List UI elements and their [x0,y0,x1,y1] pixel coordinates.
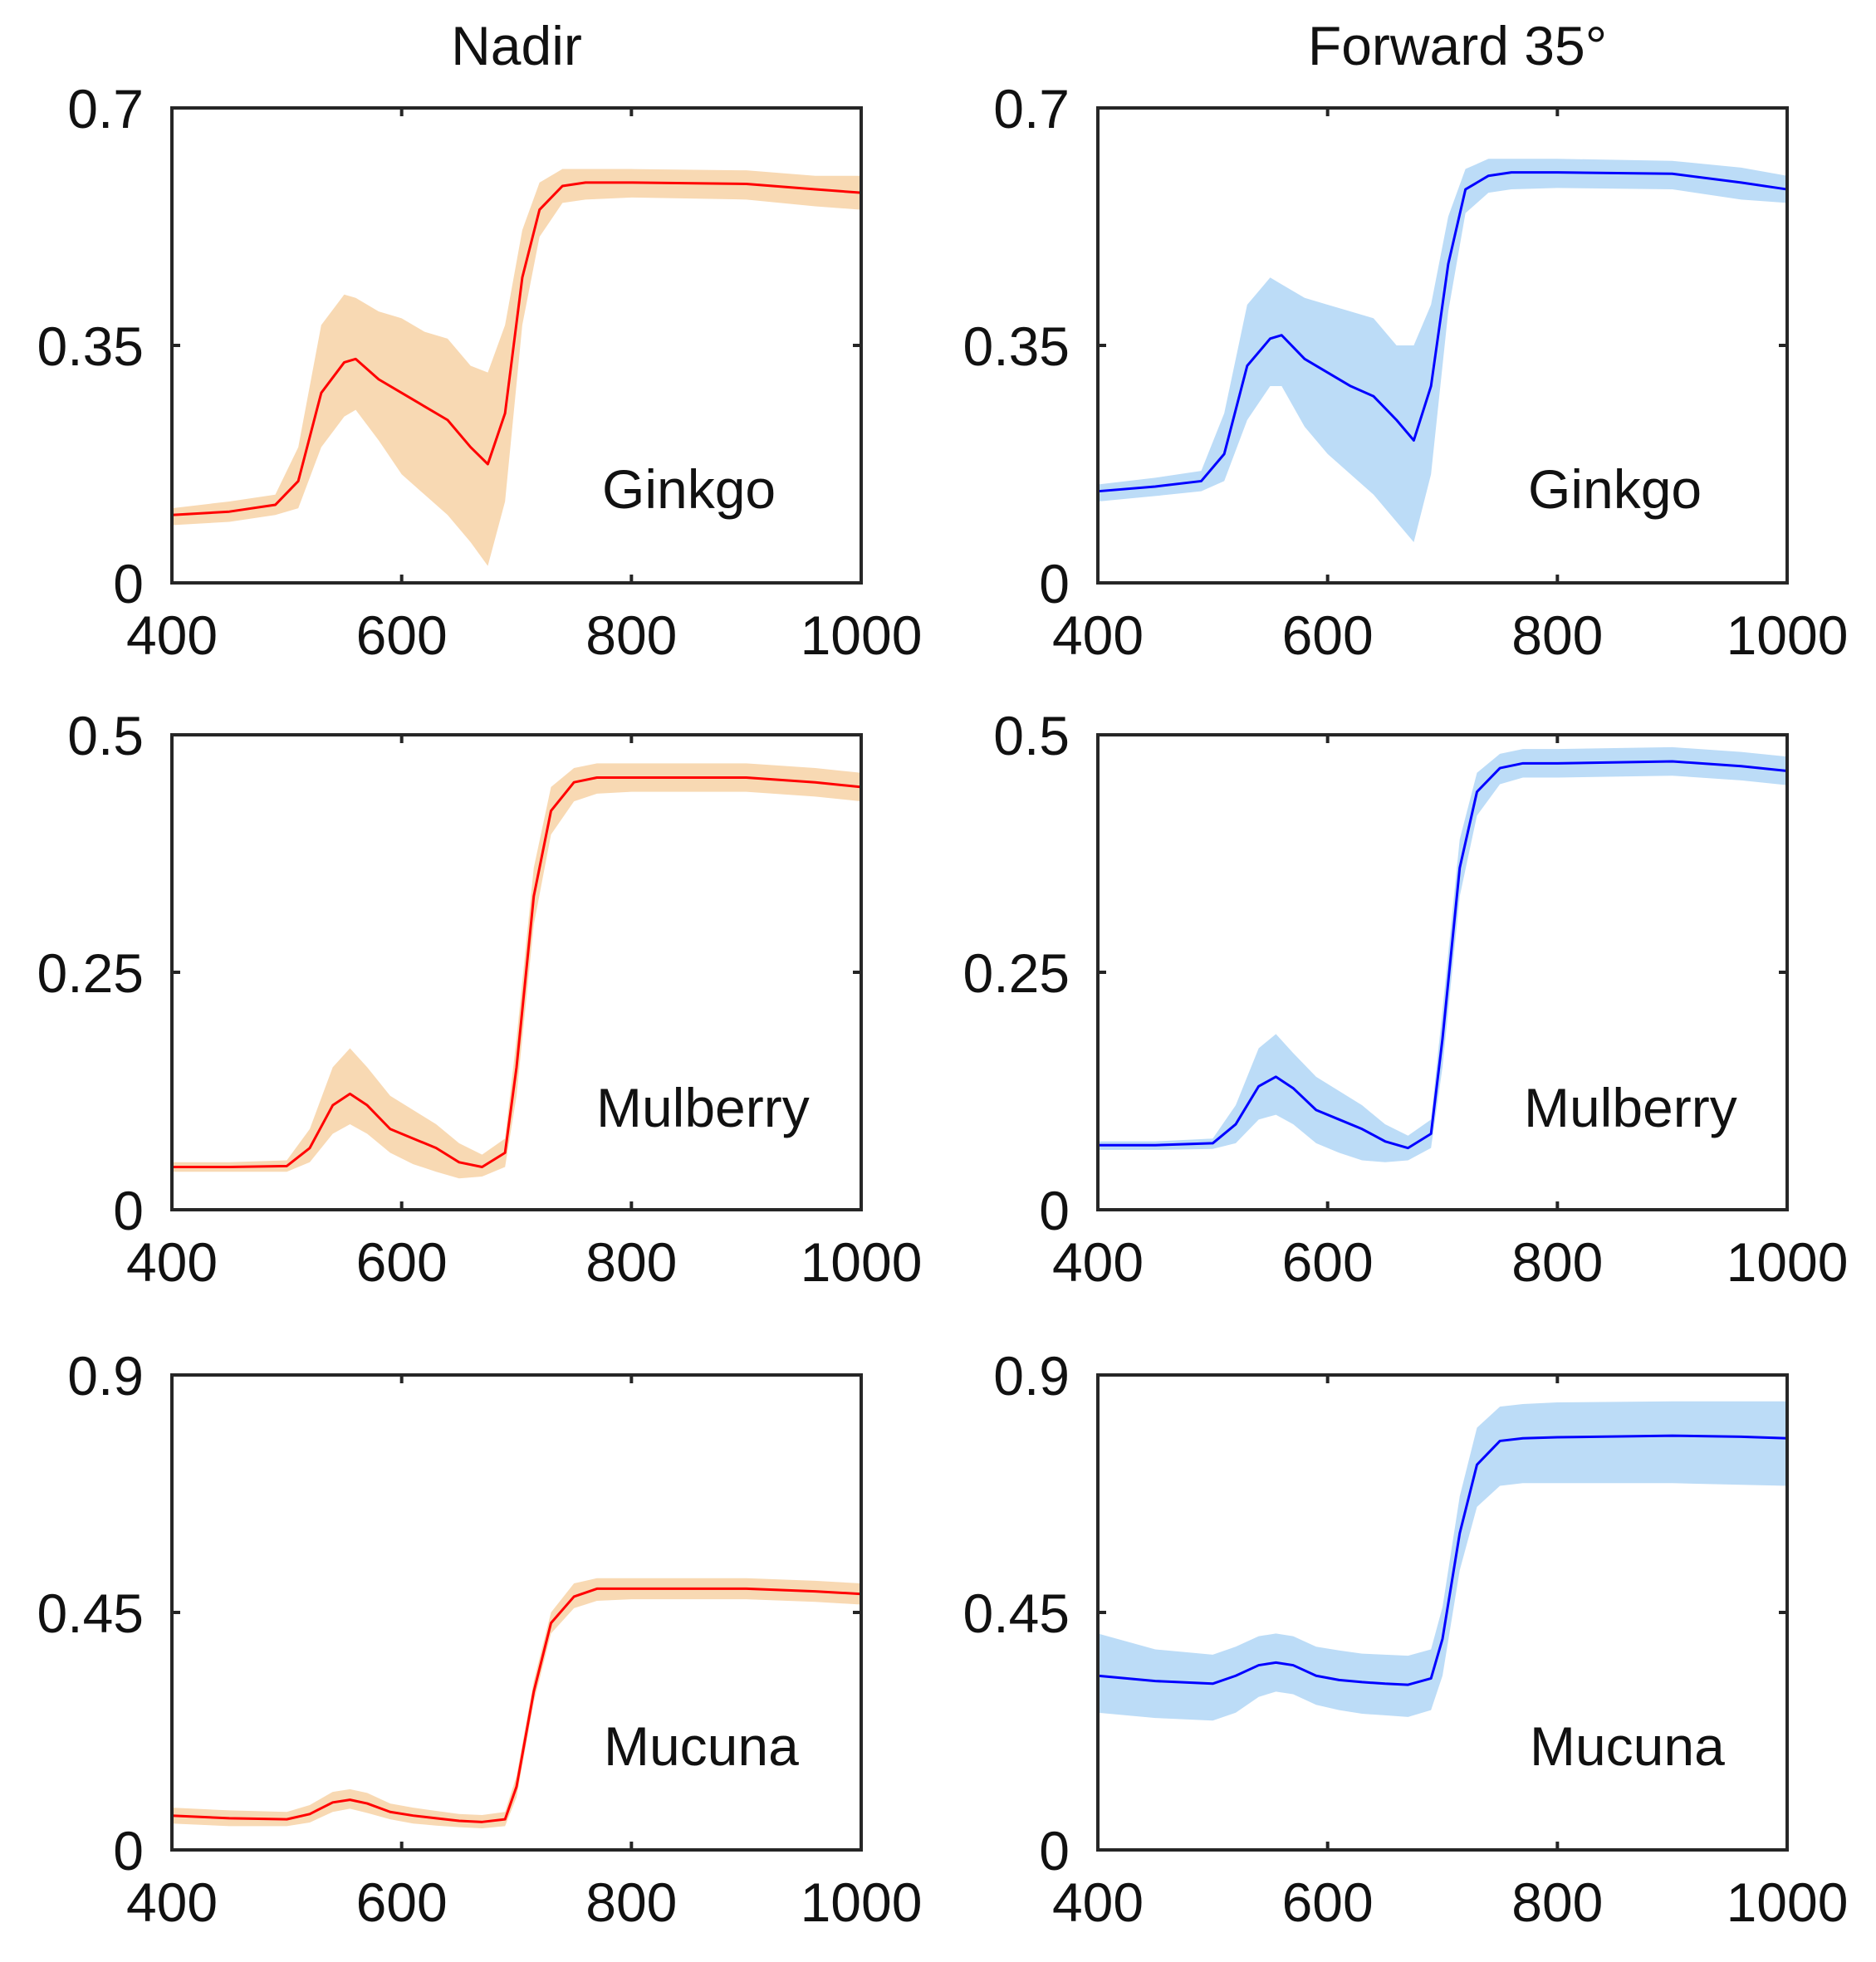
x-tick-label: 600 [356,1871,448,1933]
y-tick-label: 0 [1039,553,1070,614]
x-tick-label: 400 [126,1871,218,1933]
x-tick-label: 400 [126,1231,218,1293]
x-tick-label: 1000 [1727,1231,1849,1293]
y-tick-label: 0 [113,553,144,614]
y-tick-label: 0 [113,1180,144,1241]
x-tick-label: 600 [1282,1871,1374,1933]
x-tick-label: 1000 [801,1231,923,1293]
species-label: Mucuna [1530,1715,1725,1777]
y-tick-label: 0.35 [37,316,144,377]
column-title-nadir: Nadir [451,15,582,76]
y-tick-label: 0.9 [67,1345,144,1407]
y-tick-label: 0.7 [67,78,144,139]
x-tick-label: 600 [356,604,448,666]
x-tick-label: 800 [585,604,677,666]
x-tick-label: 600 [1282,604,1374,666]
x-tick-label: 400 [126,604,218,666]
species-label: Ginkgo [602,458,776,520]
panel-nadir-ginkgo: 400 600 800 1000 0 0.35 0.7 Ginkgo [37,78,923,666]
y-tick-label: 0 [1039,1180,1070,1241]
x-tick-label: 1000 [1727,604,1849,666]
panel-forward-mucuna: 400 600 800 1000 0 0.45 0.9 Mucuna [963,1345,1849,1933]
x-tick-label: 1000 [801,604,923,666]
std-band [1098,746,1787,1162]
mean-line [1098,760,1788,1150]
x-tick-label: 400 [1052,1231,1144,1293]
std-band [172,169,861,566]
y-tick-label: 0.9 [993,1345,1070,1407]
x-tick-label: 800 [1511,1231,1603,1293]
y-tick-label: 0.7 [993,78,1070,139]
species-label: Mucuna [604,1715,799,1777]
x-tick-label: 1000 [1727,1871,1849,1933]
y-tick-label: 0.45 [37,1583,144,1644]
y-tick-label: 0.25 [963,942,1070,1004]
std-band [172,1578,861,1828]
species-label: Mulberry [1524,1077,1737,1138]
std-band [172,763,861,1179]
x-tick-label: 800 [1511,604,1603,666]
x-tick-label: 400 [1052,604,1144,666]
y-tick-label: 0.5 [993,705,1070,766]
panel-forward-mulberry: 400 600 800 1000 0 0.25 0.5 Mulberry [963,705,1849,1293]
x-tick-label: 400 [1052,1871,1144,1933]
y-tick-label: 0 [1039,1820,1070,1881]
x-tick-label: 800 [585,1871,677,1933]
species-label: Ginkgo [1528,458,1702,520]
std-band [1098,159,1787,542]
y-tick-label: 0.5 [67,705,144,766]
panel-forward-ginkgo: 400 600 800 1000 0 0.35 0.7 Ginkgo [963,78,1849,666]
mean-line [1097,1434,1788,1686]
panel-nadir-mulberry: 400 600 800 1000 0 0.25 0.5 Mulberry [37,705,923,1293]
column-title-forward: Forward 35° [1308,15,1607,76]
y-tick-label: 0.45 [963,1583,1070,1644]
panel-grid: 400 600 800 1000 0 0.35 0.7 Ginkgo 400 600 800 1000… [37,78,1849,1933]
species-label: Mulberry [596,1077,810,1138]
y-tick-label: 0.35 [963,316,1070,377]
y-tick-label: 0 [113,1820,144,1881]
x-tick-label: 600 [356,1231,448,1293]
axes-box [1096,733,1789,1211]
panel-nadir-mucuna: 400 600 800 1000 0 0.45 0.9 Mucuna [37,1345,923,1933]
axes-box [170,733,863,1211]
mean-line [171,181,862,516]
std-band [1098,1401,1787,1721]
mean-line [171,1587,862,1823]
x-tick-label: 800 [1511,1871,1603,1933]
x-tick-label: 800 [585,1231,677,1293]
y-tick-label: 0.25 [37,942,144,1004]
mean-line [1097,171,1788,493]
x-tick-label: 600 [1282,1231,1374,1293]
x-tick-label: 1000 [801,1871,923,1933]
mean-line [172,776,862,1169]
